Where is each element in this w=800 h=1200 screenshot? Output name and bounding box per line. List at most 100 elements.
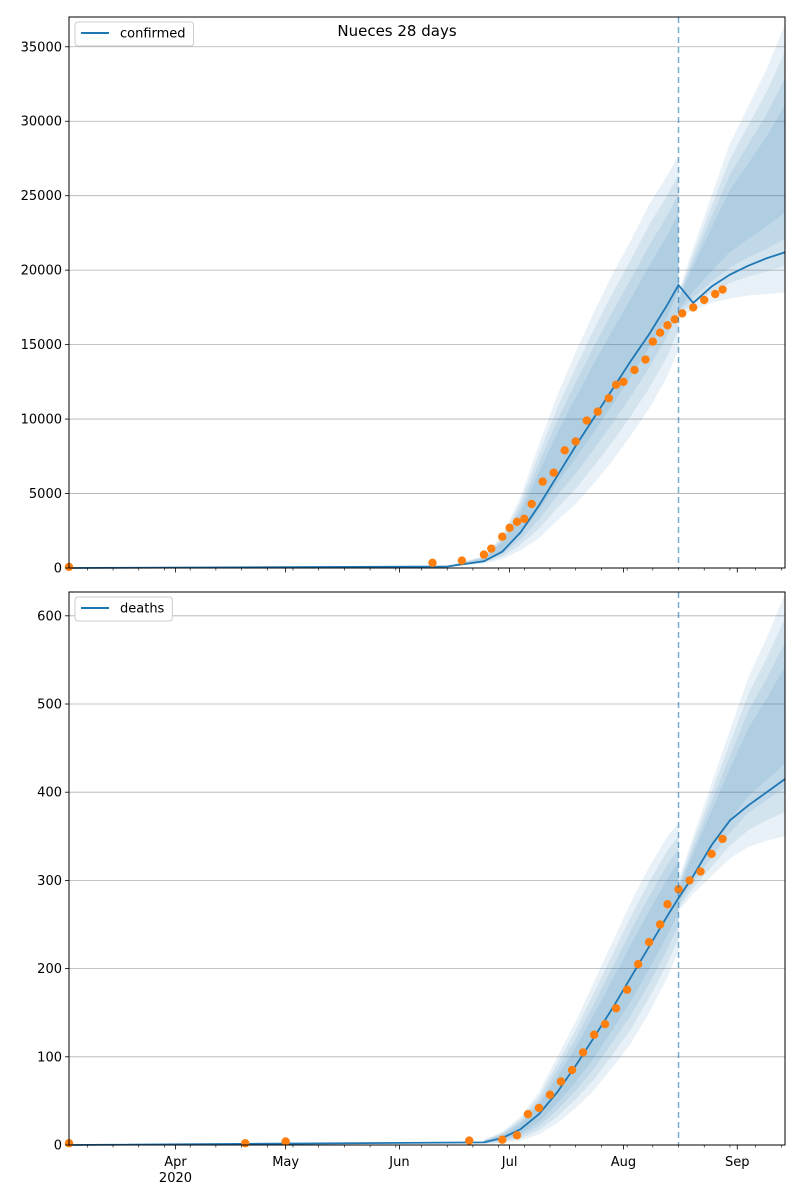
observed-point xyxy=(611,380,621,390)
observed-point xyxy=(600,1019,610,1029)
y-tick-label: 10000 xyxy=(21,413,62,428)
observed-point xyxy=(604,394,613,403)
deaths-ticks: 0 100 200 300 400 500 600 xyxy=(37,609,782,1154)
observed-point xyxy=(457,556,467,565)
y-tick-label: 400 xyxy=(37,786,62,801)
model-median-line xyxy=(68,251,786,569)
deaths-legend-label: deaths xyxy=(120,602,165,617)
y-tick-label: 300 xyxy=(37,874,62,889)
y-tick-label: 20000 xyxy=(21,264,62,279)
observed-point xyxy=(487,544,496,553)
uncertainty-band xyxy=(678,642,785,906)
observed-point xyxy=(556,1077,566,1086)
date-axis-labels: Apr May Jun Jul Aug Sep 2020 xyxy=(159,1155,750,1186)
uncertainty-band xyxy=(483,848,679,1144)
uncertainty-band xyxy=(447,194,679,567)
x-tick-year-label: 2020 xyxy=(159,1171,192,1186)
uncertainty-band xyxy=(678,24,785,317)
observed-point xyxy=(527,499,536,509)
uncertainty-band xyxy=(483,835,679,1144)
observed-point xyxy=(670,315,680,324)
observed-point xyxy=(685,876,694,885)
observed-point xyxy=(545,1090,555,1099)
observed-point xyxy=(571,437,580,446)
observed-point xyxy=(578,1048,588,1057)
observed-point xyxy=(648,337,658,346)
observed-point xyxy=(498,1135,507,1144)
uncertainty-band xyxy=(678,618,785,909)
deaths-axes-frame xyxy=(68,591,786,1146)
uncertainty-band xyxy=(678,666,785,903)
observed-point xyxy=(619,377,628,387)
y-tick-label: 200 xyxy=(37,962,62,977)
observed-point xyxy=(689,303,698,312)
confirmed-legend: confirmed xyxy=(74,21,195,47)
deaths-legend: deaths xyxy=(74,596,173,622)
uncertainty-band xyxy=(447,155,679,567)
y-tick-label: 500 xyxy=(37,698,62,713)
chart-title: Nueces 28 days xyxy=(337,22,456,40)
x-tick-label: Jul xyxy=(501,1155,518,1170)
uncertainty-band xyxy=(678,51,785,314)
confirmed-legend-label: confirmed xyxy=(120,27,186,42)
observed-point xyxy=(538,477,547,486)
uncertainty-band xyxy=(483,823,679,1145)
observed-point xyxy=(622,985,632,994)
observed-point xyxy=(281,1137,290,1146)
observed-point xyxy=(696,867,705,876)
observed-point xyxy=(633,959,643,969)
confirmed-points xyxy=(64,285,727,572)
model-median-line xyxy=(68,778,786,1146)
observed-point xyxy=(479,550,489,559)
observed-point xyxy=(567,1065,577,1075)
y-tick-label: 35000 xyxy=(21,40,62,55)
observed-point xyxy=(655,328,665,337)
uncertainty-band xyxy=(678,104,785,310)
observed-point xyxy=(630,365,639,375)
confirmed-legend-box xyxy=(74,21,195,47)
confirmed-axes-frame xyxy=(68,16,786,569)
uncertainty-band xyxy=(678,593,785,912)
observed-point xyxy=(428,558,437,567)
observed-point xyxy=(465,1136,474,1145)
observed-point xyxy=(718,285,727,294)
observed-point xyxy=(711,289,720,299)
observed-point xyxy=(674,885,683,894)
deaths-bands xyxy=(483,593,785,1145)
observed-point xyxy=(582,416,591,425)
confirmed-panel: 0 5000 10000 15000 20000 25000 30000 35000 Nuec… xyxy=(21,16,786,577)
observed-point xyxy=(549,468,558,477)
x-tick-label: Sep xyxy=(725,1155,750,1170)
observed-point xyxy=(560,446,569,455)
y-tick-label: 25000 xyxy=(21,189,62,204)
observed-point xyxy=(663,321,672,330)
observed-point xyxy=(505,523,514,532)
x-tick-label: Aug xyxy=(611,1155,636,1170)
x-tick-label: May xyxy=(272,1155,299,1170)
confirmed-ticks: 0 5000 10000 15000 20000 25000 30000 35000 xyxy=(21,40,782,577)
uncertainty-band xyxy=(678,78,785,312)
deaths-legend-box xyxy=(74,596,173,622)
observed-point xyxy=(589,1030,599,1039)
observed-point xyxy=(655,920,665,929)
observed-point xyxy=(641,355,650,364)
y-tick-label: 0 xyxy=(54,1139,62,1154)
observed-point xyxy=(611,1004,621,1013)
y-tick-label: 600 xyxy=(37,609,62,624)
observed-point xyxy=(534,1103,544,1113)
y-tick-label: 0 xyxy=(54,562,62,577)
observed-point xyxy=(241,1139,250,1148)
y-tick-label: 100 xyxy=(37,1050,62,1065)
observed-point xyxy=(523,1109,533,1119)
observed-point xyxy=(512,1131,522,1140)
observed-point xyxy=(520,514,529,524)
observed-point xyxy=(498,532,507,541)
x-tick-label: Jun xyxy=(388,1155,409,1170)
deaths-lines xyxy=(68,778,786,1146)
y-tick-label: 5000 xyxy=(29,487,62,502)
confirmed-lines xyxy=(68,251,786,569)
observed-point xyxy=(718,834,727,844)
observed-point xyxy=(644,937,654,947)
